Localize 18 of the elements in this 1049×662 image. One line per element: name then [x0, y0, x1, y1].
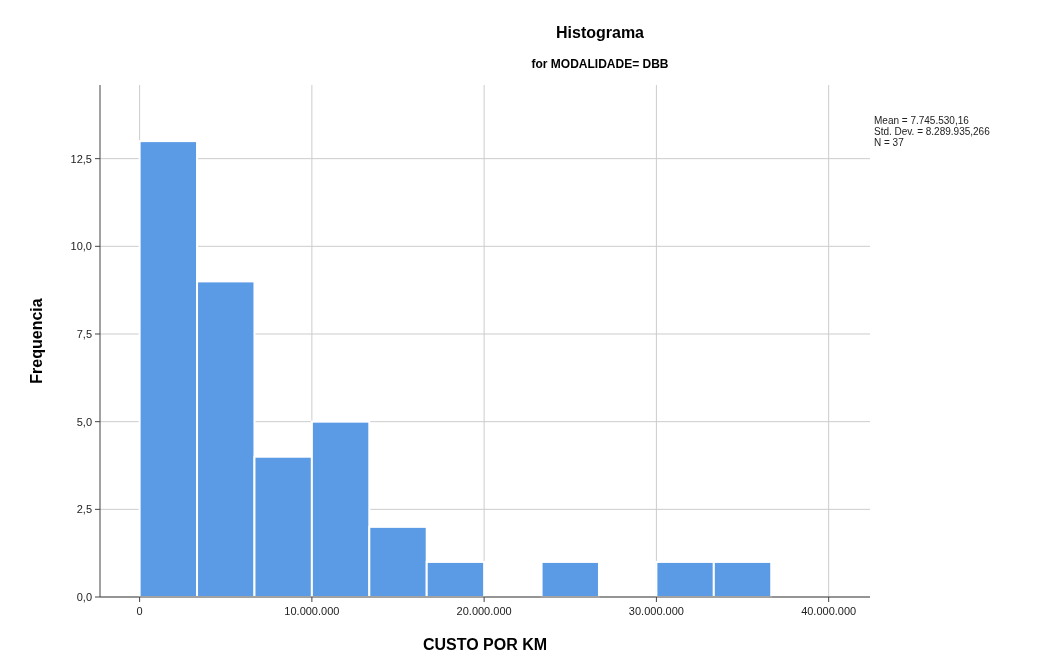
text: Mean = 7.745.530,16: [874, 115, 970, 126]
text: Std. Dev. = 8.289.935,266: [874, 126, 991, 137]
y-tick-label: 5,0: [76, 415, 92, 428]
y-axis-title: Frequencia: [28, 298, 45, 384]
y-tick-label: 2,5: [76, 503, 92, 516]
x-tick-label: 0: [136, 605, 143, 617]
y-tick-label: 10,0: [70, 240, 92, 253]
x-tick-label: 10.000.000: [284, 605, 340, 617]
x-tick-label: 40.000.000: [801, 605, 857, 617]
text: N = 37: [874, 137, 905, 148]
y-tick-label: 12,5: [70, 152, 92, 165]
y-tick-label: 0,0: [76, 591, 92, 603]
chart-title: Histograma: [555, 24, 645, 41]
y-tick-label: 7,5: [76, 327, 92, 340]
x-tick-label: 20.000.000: [456, 605, 512, 617]
x-tick-label: 30.000.000: [628, 605, 684, 617]
x-axis-title: CUSTO POR KM: [422, 636, 548, 653]
chart-subtitle: for MODALIDADE= DBB: [531, 57, 669, 71]
